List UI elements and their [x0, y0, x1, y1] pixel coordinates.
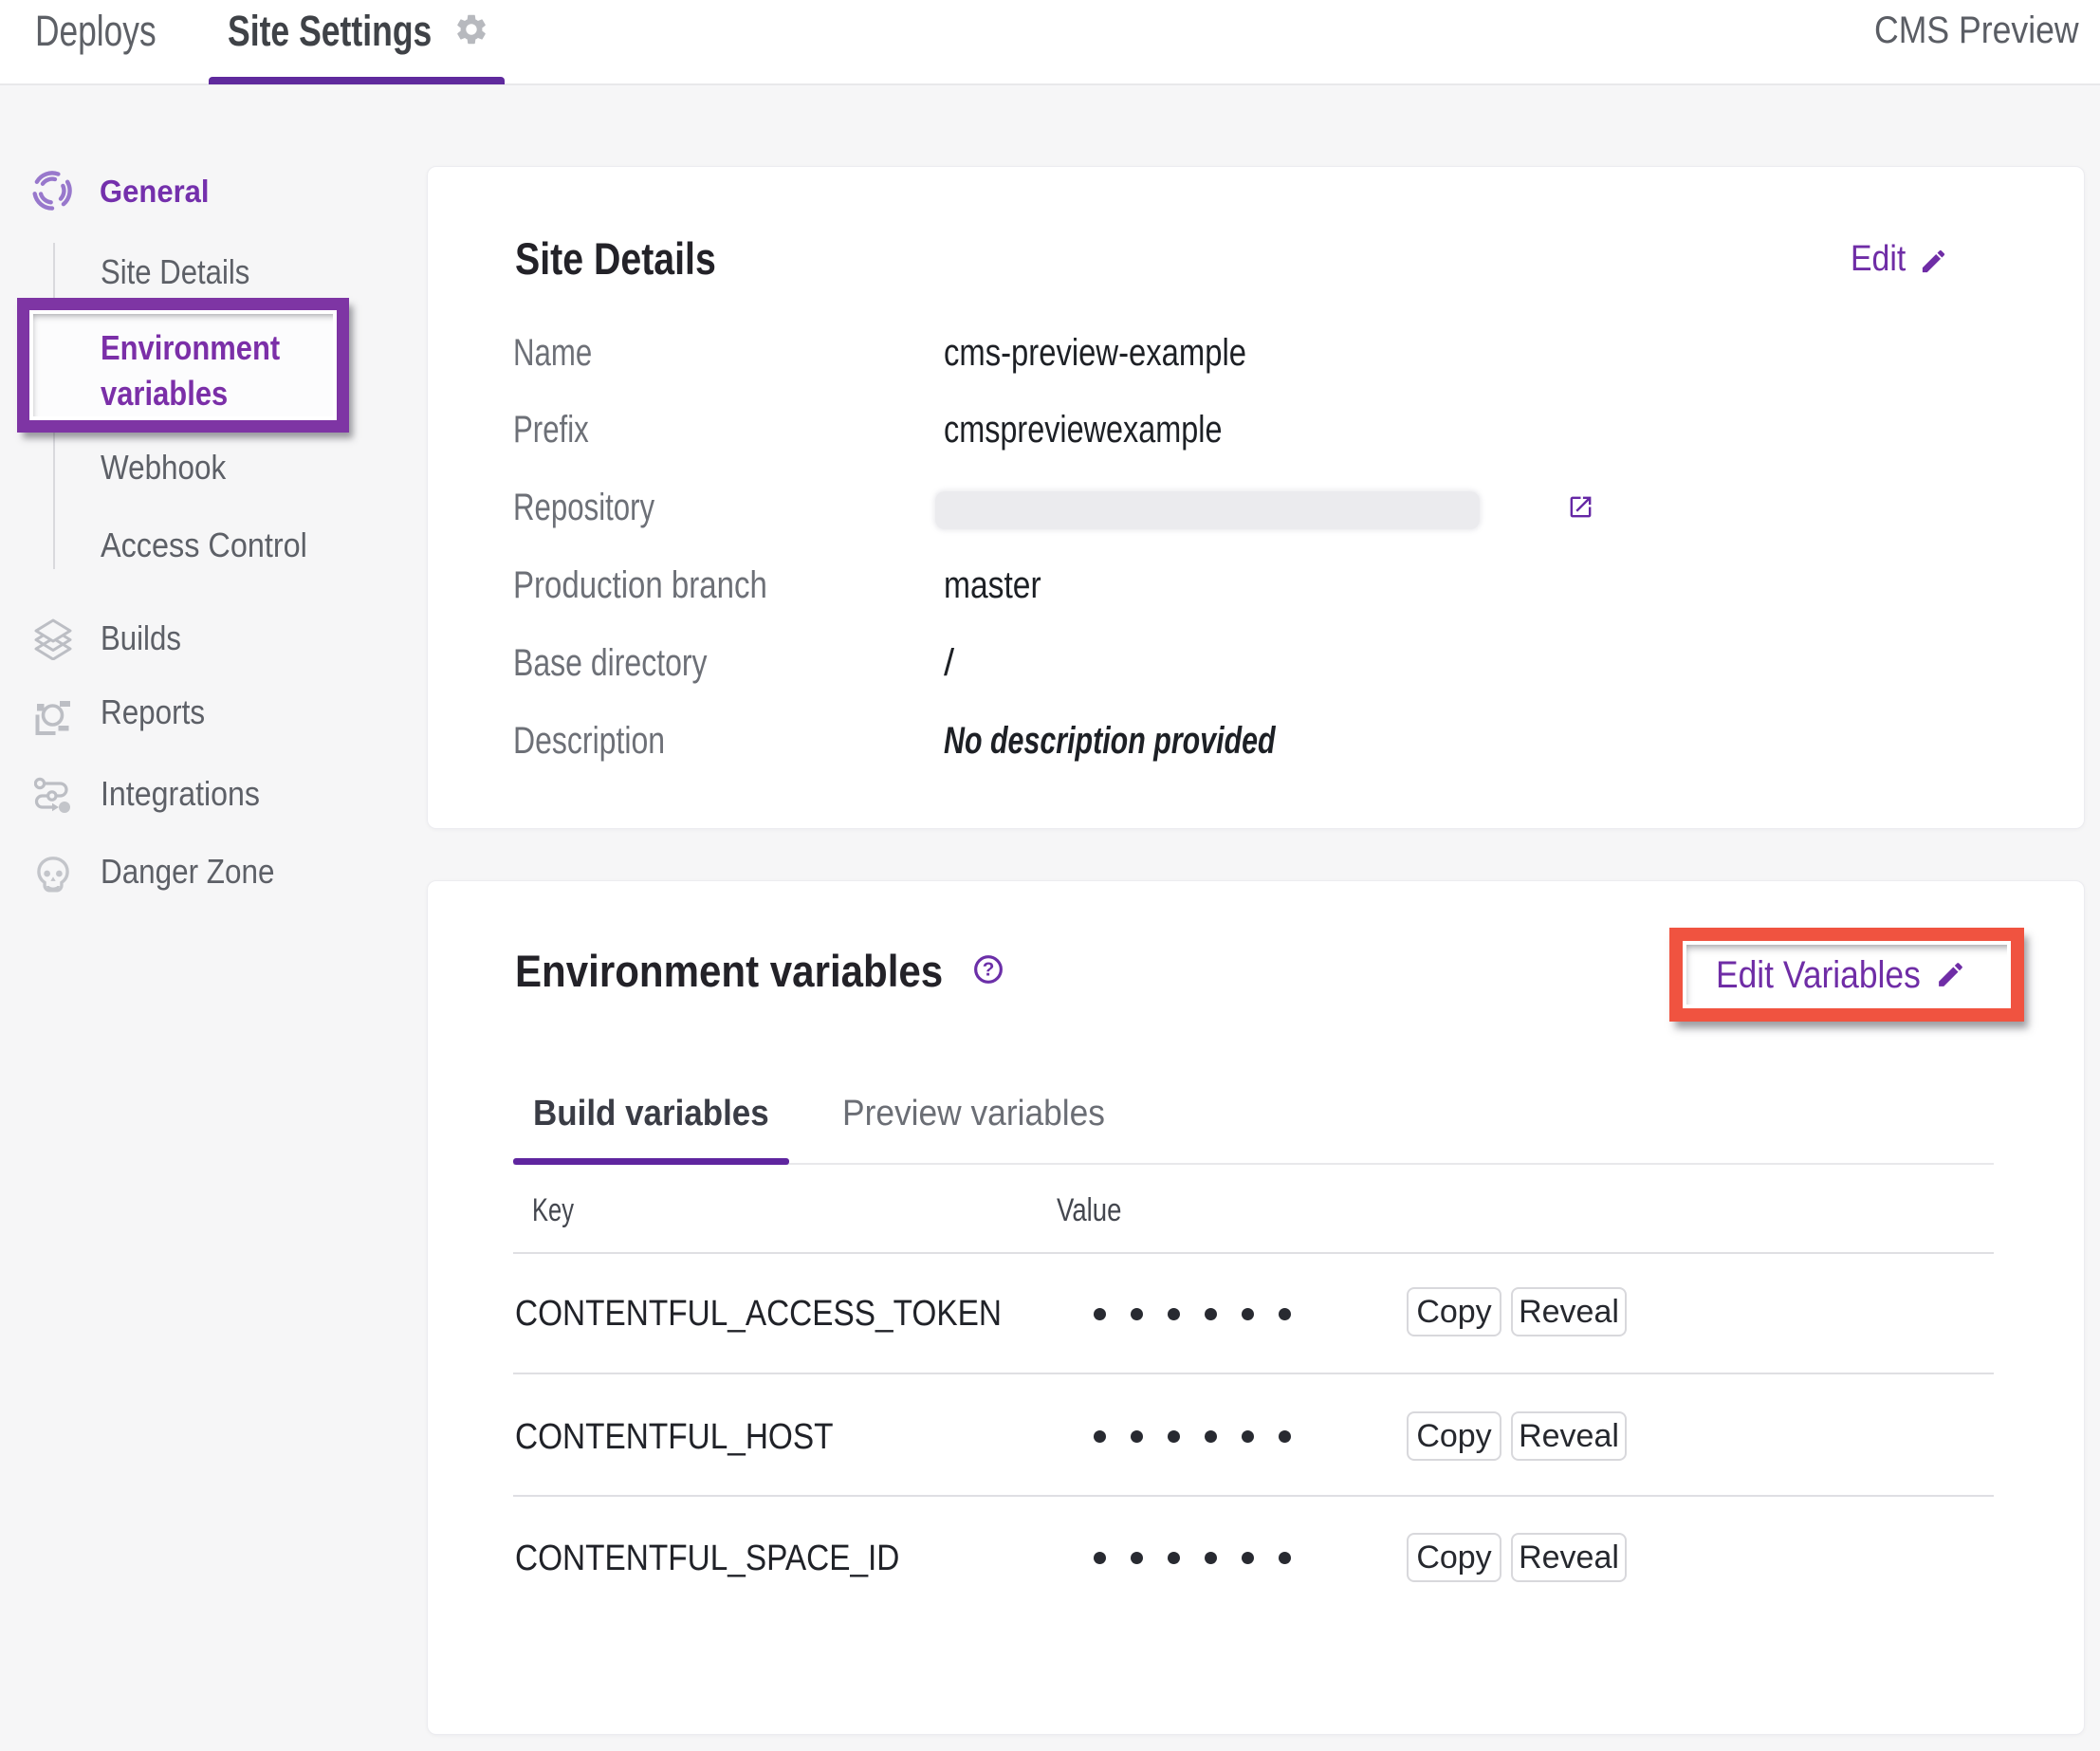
- svg-text:?: ?: [983, 959, 995, 981]
